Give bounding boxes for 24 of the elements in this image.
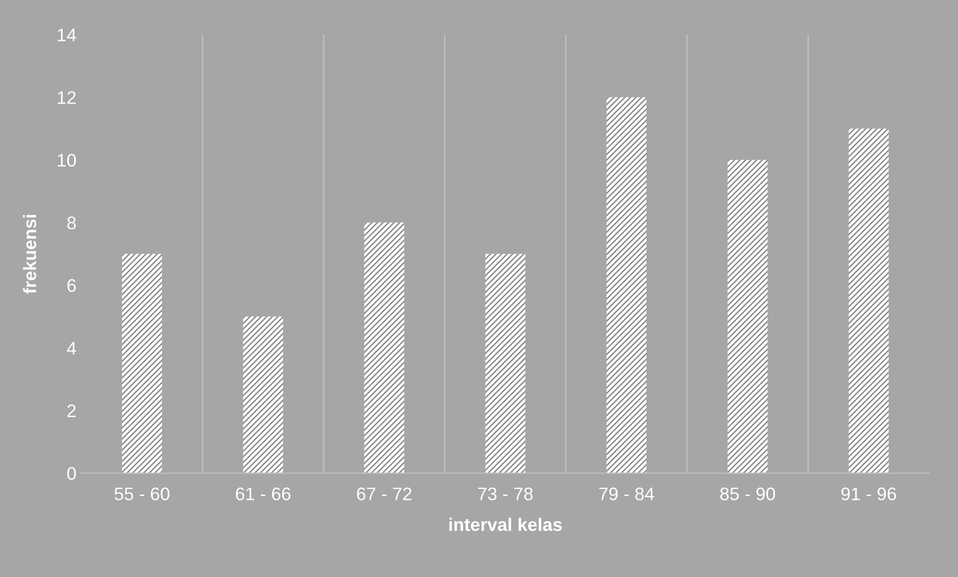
x-tick-label: 61 - 66 <box>236 488 290 500</box>
y-tick-label: 10 <box>58 154 76 167</box>
bar <box>243 316 284 474</box>
bar <box>606 97 646 474</box>
x-axis-title: interval kelas <box>449 518 562 532</box>
x-tick-label: 55 - 60 <box>114 488 170 500</box>
y-tick-label: 14 <box>58 28 76 42</box>
y-tick-label: 4 <box>66 342 76 354</box>
y-tick-label: 0 <box>67 467 76 480</box>
x-tick-label: 91 - 96 <box>841 488 896 500</box>
bar <box>728 160 768 474</box>
x-tick-label: 79 - 84 <box>599 488 654 500</box>
y-tick-label: 2 <box>67 404 76 418</box>
bar <box>485 254 526 474</box>
x-tick-label: 67 - 72 <box>357 488 412 500</box>
y-tick-label: 12 <box>58 91 76 104</box>
bar <box>122 254 162 474</box>
bar <box>364 222 404 474</box>
bar <box>848 128 889 474</box>
y-tick-label: 8 <box>67 216 76 230</box>
x-tick-label: 73 - 78 <box>478 488 533 500</box>
y-axis-title: frekuensi <box>22 215 36 294</box>
y-tick-label: 6 <box>67 279 76 292</box>
x-tick-label: 85 - 90 <box>720 488 775 500</box>
